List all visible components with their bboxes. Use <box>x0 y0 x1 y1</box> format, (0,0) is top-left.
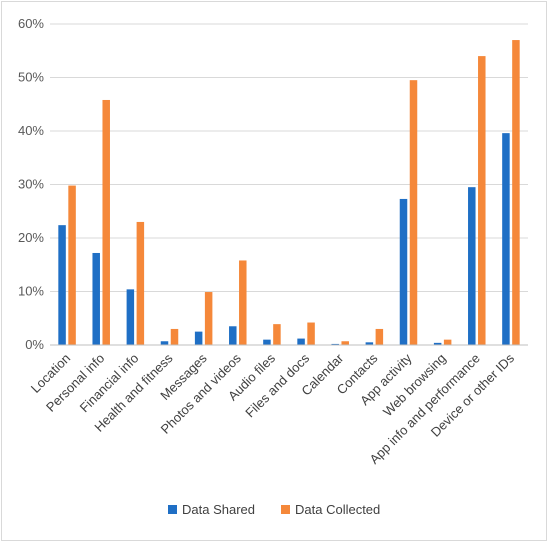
legend: Data Shared Data Collected <box>168 502 380 517</box>
bar-shared <box>263 339 271 345</box>
legend-swatch-collected <box>281 505 290 514</box>
bar-collected <box>478 56 486 345</box>
bar-collected <box>375 328 384 345</box>
bar-collected <box>136 221 145 345</box>
y-tick-label: 40% <box>18 123 44 138</box>
bar-collected <box>443 339 452 345</box>
bar-shared <box>365 342 374 345</box>
bar-collected <box>307 322 315 345</box>
y-tick-label: 0% <box>25 337 44 352</box>
bar-shared <box>502 133 510 345</box>
bar-collected <box>170 328 179 345</box>
bar-collected <box>68 185 76 345</box>
bar-collected <box>273 324 281 345</box>
bar-collected <box>409 80 418 346</box>
bar-collected <box>341 341 349 345</box>
bar-shared <box>126 289 135 345</box>
bar-collected <box>204 292 213 345</box>
legend-label-collected: Data Collected <box>295 502 380 517</box>
bars <box>58 40 520 346</box>
bar-shared <box>468 187 476 345</box>
legend-label-shared: Data Shared <box>182 502 255 517</box>
bar-shared <box>433 342 442 345</box>
y-tick-label: 50% <box>18 70 44 85</box>
legend-swatch-shared <box>168 505 177 514</box>
bar-collected <box>512 40 520 346</box>
bar-shared <box>194 331 203 345</box>
y-tick-label: 60% <box>18 16 44 31</box>
bar-shared <box>331 343 339 345</box>
y-tick-label: 30% <box>18 177 44 192</box>
bar-shared <box>92 252 100 345</box>
bar-shared <box>229 326 237 345</box>
bar-shared <box>160 341 169 345</box>
y-tick-label: 10% <box>18 284 44 299</box>
bar-shared <box>399 198 408 345</box>
grid-lines <box>50 23 528 292</box>
y-axis-ticks: 0% 10% 20% 30% 40% 50% 60% <box>18 16 44 352</box>
bar-shared <box>58 225 66 345</box>
bar-collected <box>102 99 110 345</box>
bar-shared <box>297 338 305 345</box>
bar-collected <box>239 260 247 345</box>
y-tick-label: 20% <box>18 230 44 245</box>
